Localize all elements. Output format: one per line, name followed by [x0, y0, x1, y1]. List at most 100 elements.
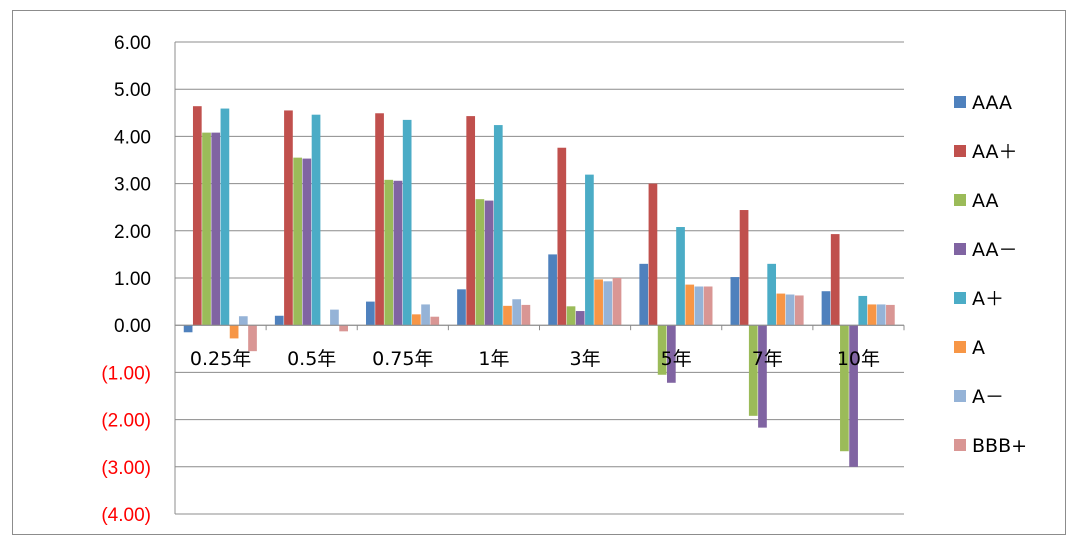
y-tick-label: 2.00 [114, 222, 151, 243]
bar-A＋-0.5年 [311, 114, 321, 326]
chart-frame: 6.00 5.00 4.00 3.00 2.00 1.00 0.00 (1.00) (2.00)… [12, 10, 1066, 535]
bar-AA－-0.25年 [211, 132, 221, 326]
bar-AA＋-0.25年 [192, 106, 202, 326]
legend-label: AA＋ [972, 141, 1018, 163]
bar-AAA-3年 [548, 254, 557, 326]
bar-AA-1年 [475, 199, 485, 326]
bar-AA－-7年 [758, 325, 767, 428]
bar-A－-7年 [785, 294, 795, 326]
bar-AA－-1年 [484, 200, 494, 326]
bar-AA－-5年 [666, 325, 676, 383]
legend-swatch [954, 96, 966, 108]
bar-A-10年 [867, 304, 877, 326]
bar-AA-3年 [566, 306, 576, 326]
legend-label: A＋ [972, 288, 1004, 310]
bar-AA＋-0.5年 [284, 110, 293, 326]
bar-BBB+-3年 [612, 278, 622, 326]
bar-BBB+-0.75年 [430, 316, 440, 326]
bar-A－-10年 [876, 304, 886, 326]
bar-AA＋-7年 [739, 210, 749, 326]
y-tick-label: 4.00 [114, 127, 151, 148]
bar-AAA-10年 [821, 291, 831, 326]
bar-A－-0.5年 [330, 309, 339, 326]
bar-BBB+-1年 [521, 304, 531, 326]
bar-AAA-7年 [730, 277, 740, 326]
legend-swatch [954, 390, 966, 402]
x-category-label: 10年 [837, 348, 880, 370]
bar-AA-5年 [657, 325, 667, 375]
x-category-label: 3年 [570, 348, 601, 370]
y-tick-label: (1.00) [101, 363, 151, 384]
bar-AAA-0.5年 [274, 315, 284, 326]
bar-BBB+-7年 [794, 295, 804, 326]
bar-A＋-10年 [858, 295, 868, 326]
bar-AA＋-0.75年 [375, 113, 384, 326]
bar-A-7年 [776, 293, 786, 326]
bar-A－-0.75年 [421, 304, 430, 326]
bar-AA－-0.75年 [393, 180, 403, 326]
bar-AA＋-3年 [557, 147, 567, 326]
x-axis-category-labels: 0.25年 0.5年 0.75年 1年 3年 5年 7年 10年 [190, 348, 880, 370]
legend-label: A－ [972, 386, 1004, 408]
y-tick-label: (3.00) [101, 458, 151, 479]
bar-AAA-0.75年 [366, 301, 375, 326]
y-tick-label: (2.00) [101, 411, 151, 432]
y-tick-label: (4.00) [101, 505, 151, 526]
legend-label: A [972, 337, 985, 359]
bar-AA＋-10年 [830, 234, 840, 326]
bar-AA＋-5年 [648, 183, 658, 326]
legend-label: AAA [972, 92, 1012, 114]
y-tick-label: 6.00 [114, 33, 151, 54]
x-category-label: 7年 [752, 348, 783, 370]
bar-A＋-5年 [676, 227, 685, 326]
bar-BBB+-0.25年 [248, 325, 257, 352]
bar-A＋-0.75年 [402, 119, 412, 326]
bar-BBB+-5年 [703, 286, 713, 326]
y-tick-label: 1.00 [114, 269, 151, 290]
bar-A-0.25年 [229, 325, 239, 339]
y-axis-tick-labels: 6.00 5.00 4.00 3.00 2.00 1.00 0.00 (1.00) (2.00)… [101, 33, 151, 526]
bar-AA-7年 [748, 325, 758, 416]
legend-swatch [954, 341, 966, 353]
legend-label: AA [972, 190, 999, 212]
bar-A－-3年 [603, 281, 613, 326]
bar-A－-0.25年 [238, 316, 248, 326]
bar-AAA-1年 [457, 289, 466, 326]
legend-label: AA－ [972, 239, 1018, 261]
y-tick-label: 3.00 [114, 175, 151, 196]
x-category-label: 0.75年 [372, 348, 433, 370]
bar-A-1年 [503, 305, 512, 326]
bar-AA＋-1年 [466, 116, 476, 326]
bar-A－-5年 [694, 286, 704, 326]
legend-swatch [954, 292, 966, 304]
bar-AA-10年 [840, 325, 849, 452]
bar-A＋-3年 [585, 174, 594, 326]
bar-A-5年 [685, 284, 695, 326]
legend-swatch [954, 145, 966, 157]
y-tick-label: 0.00 [114, 316, 151, 337]
bar-AAA-0.25年 [183, 325, 193, 333]
bar-AA-0.5年 [293, 157, 302, 326]
bar-A-3年 [594, 279, 603, 326]
x-category-label: 0.5年 [287, 348, 336, 370]
bar-AA－-0.5年 [302, 158, 312, 326]
legend-label: BBB+ [972, 435, 1027, 457]
legend-swatch [954, 243, 966, 255]
bar-BBB+-10年 [886, 304, 895, 326]
bar-chart: 6.00 5.00 4.00 3.00 2.00 1.00 0.00 (1.00) (2.00)… [101, 33, 1027, 526]
y-tick-label: 5.00 [114, 80, 151, 101]
bar-AA-0.75年 [384, 179, 394, 326]
bar-A＋-1年 [493, 125, 503, 326]
axes [174, 42, 905, 514]
bar-AAA-5年 [639, 263, 649, 326]
bar-AA-0.25年 [202, 132, 211, 326]
x-category-label: 5年 [661, 348, 692, 370]
bar-A－-1年 [512, 299, 522, 326]
bar-AA－-10年 [849, 325, 858, 467]
bar-AA－-3年 [575, 311, 585, 326]
legend-swatch [954, 194, 966, 206]
bar-A＋-0.25年 [220, 108, 230, 326]
x-category-label: 0.25年 [190, 348, 251, 370]
bar-A＋-7年 [767, 263, 777, 326]
